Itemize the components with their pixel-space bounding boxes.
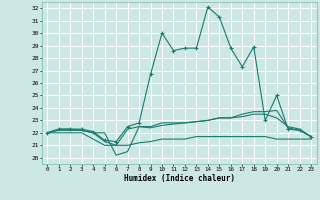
X-axis label: Humidex (Indice chaleur): Humidex (Indice chaleur) bbox=[124, 174, 235, 183]
